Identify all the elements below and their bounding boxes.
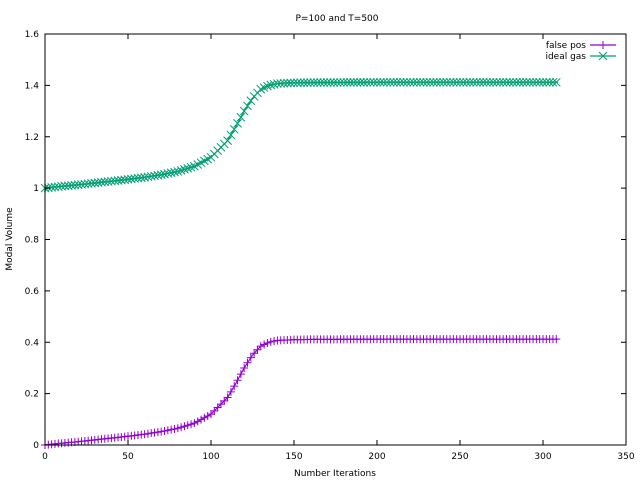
y-tick-label: 0 xyxy=(33,441,39,451)
legend-label-false-pos: false pos xyxy=(546,41,586,51)
false-pos-line xyxy=(44,338,558,446)
x-tick-label: 150 xyxy=(285,452,302,462)
lines-layer xyxy=(44,81,558,446)
x-tick-label: 100 xyxy=(202,452,219,462)
ideal-gas-line xyxy=(44,81,558,189)
ticks-layer: 0 50 100 150 200 250 300 350 0 0.2 0.4 0.6 0.8 1 1.2 1.… xyxy=(25,30,635,462)
y-axis-title: Modal Volume xyxy=(5,207,15,271)
y-tick-label: 1.4 xyxy=(25,81,40,91)
x-tick-label: 50 xyxy=(122,452,134,462)
y-tick-label: 0.8 xyxy=(25,236,40,246)
x-tick-label: 350 xyxy=(617,452,634,462)
x-tick-label: 250 xyxy=(451,452,468,462)
y-tick-label: 0.2 xyxy=(25,390,39,400)
x-axis-title: Number Iterations xyxy=(294,469,376,479)
legend-marker-false-pos xyxy=(599,41,607,49)
y-tick-label: 0.4 xyxy=(25,338,40,348)
x-tick-label: 200 xyxy=(368,452,385,462)
x-tick-label: 300 xyxy=(534,452,551,462)
y-tick-label: 0.6 xyxy=(25,287,40,297)
x-tick-label: 0 xyxy=(42,452,48,462)
y-tick-label: 1.2 xyxy=(25,133,39,143)
legend-marker-ideal-gas xyxy=(598,51,608,61)
y-tick-label: 1.6 xyxy=(25,30,40,40)
legend-label-ideal-gas: ideal gas xyxy=(545,52,586,62)
chart-title: P=100 and T=500 xyxy=(295,14,378,24)
y-tick-label: 1 xyxy=(33,184,39,194)
